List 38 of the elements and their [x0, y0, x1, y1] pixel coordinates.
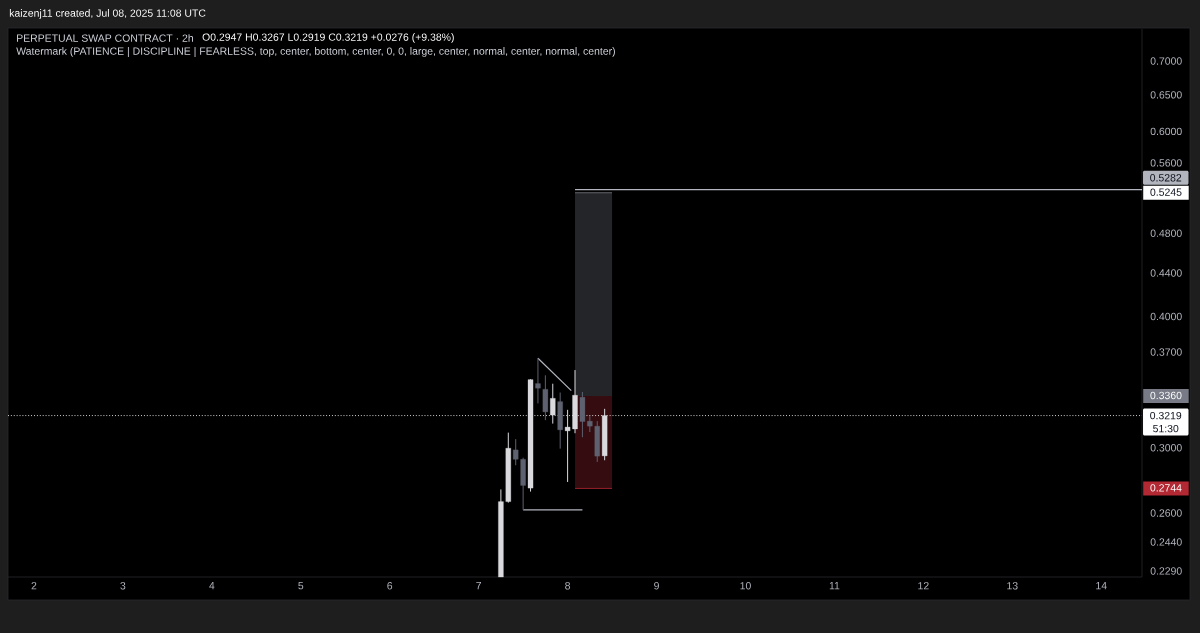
y-tick-label: 0.2744 — [1150, 484, 1182, 492]
y-tick-label: 0.2600 — [1150, 509, 1182, 517]
x-tick-label: 14 — [1096, 582, 1107, 590]
y-tick-label: 0.6000 — [1150, 127, 1182, 136]
x-tick-label: 11 — [829, 582, 840, 590]
y-tick-label: 0.4000 — [1150, 312, 1182, 321]
series-label: 0.5282 — [1150, 174, 1182, 182]
y-tick-label: 0.6500 — [1150, 91, 1182, 99]
candlestick — [542, 374, 549, 421]
x-tick-label: 4 — [209, 582, 215, 590]
annotation: Watermark (PATIENCE | DISCIPLINE | FEARLESS, top, center, bottom, center, 0, 0, large, center, normal, center, normal, center) — [16, 47, 615, 57]
ref-line-label: 0.3219 — [1150, 411, 1182, 420]
x-tick-label: 3 — [120, 582, 126, 590]
y-tick-label: 0.5600 — [1150, 159, 1182, 167]
y-tick-label: 0.7000 — [1150, 57, 1182, 65]
x-tick-label: 7 — [476, 582, 482, 590]
text: kaizenj11 created, Jul 08, 2025 11:08 UTC — [9, 9, 206, 19]
chart-subtitle: O0.2947 H0.3267 L0.2919 C0.3219 +0.0276 (+9.38%) — [202, 33, 454, 43]
x-tick-label: 5 — [298, 582, 304, 590]
chart-title: PERPETUAL SWAP CONTRACT · 2h — [17, 34, 193, 42]
candlestick — [550, 383, 556, 425]
x-tick-label: 13 — [1007, 582, 1018, 590]
x-tick-label: 6 — [387, 582, 393, 590]
y-tick-label: 0.3700 — [1150, 348, 1182, 356]
y-tick-label: 0.5245 — [1150, 188, 1182, 196]
x-tick-label: 2 — [31, 582, 37, 590]
y-tick-label: 0.4400 — [1150, 269, 1182, 277]
y-tick-label: 0.2440 — [1150, 538, 1182, 546]
y-tick-label: 0.3000 — [1150, 444, 1182, 452]
candlestick — [535, 357, 541, 404]
x-tick-label: 10 — [740, 582, 751, 590]
y-tick-label: 0.3360 — [1150, 391, 1182, 400]
x-tick-label: 9 — [654, 582, 659, 590]
y-tick-label: 0.2290 — [1150, 567, 1182, 575]
text: 51:30 — [1153, 424, 1179, 433]
x-tick-label: 12 — [918, 582, 929, 590]
y-tick-label: 0.4800 — [1150, 229, 1182, 237]
x-tick-label: 8 — [565, 582, 571, 590]
